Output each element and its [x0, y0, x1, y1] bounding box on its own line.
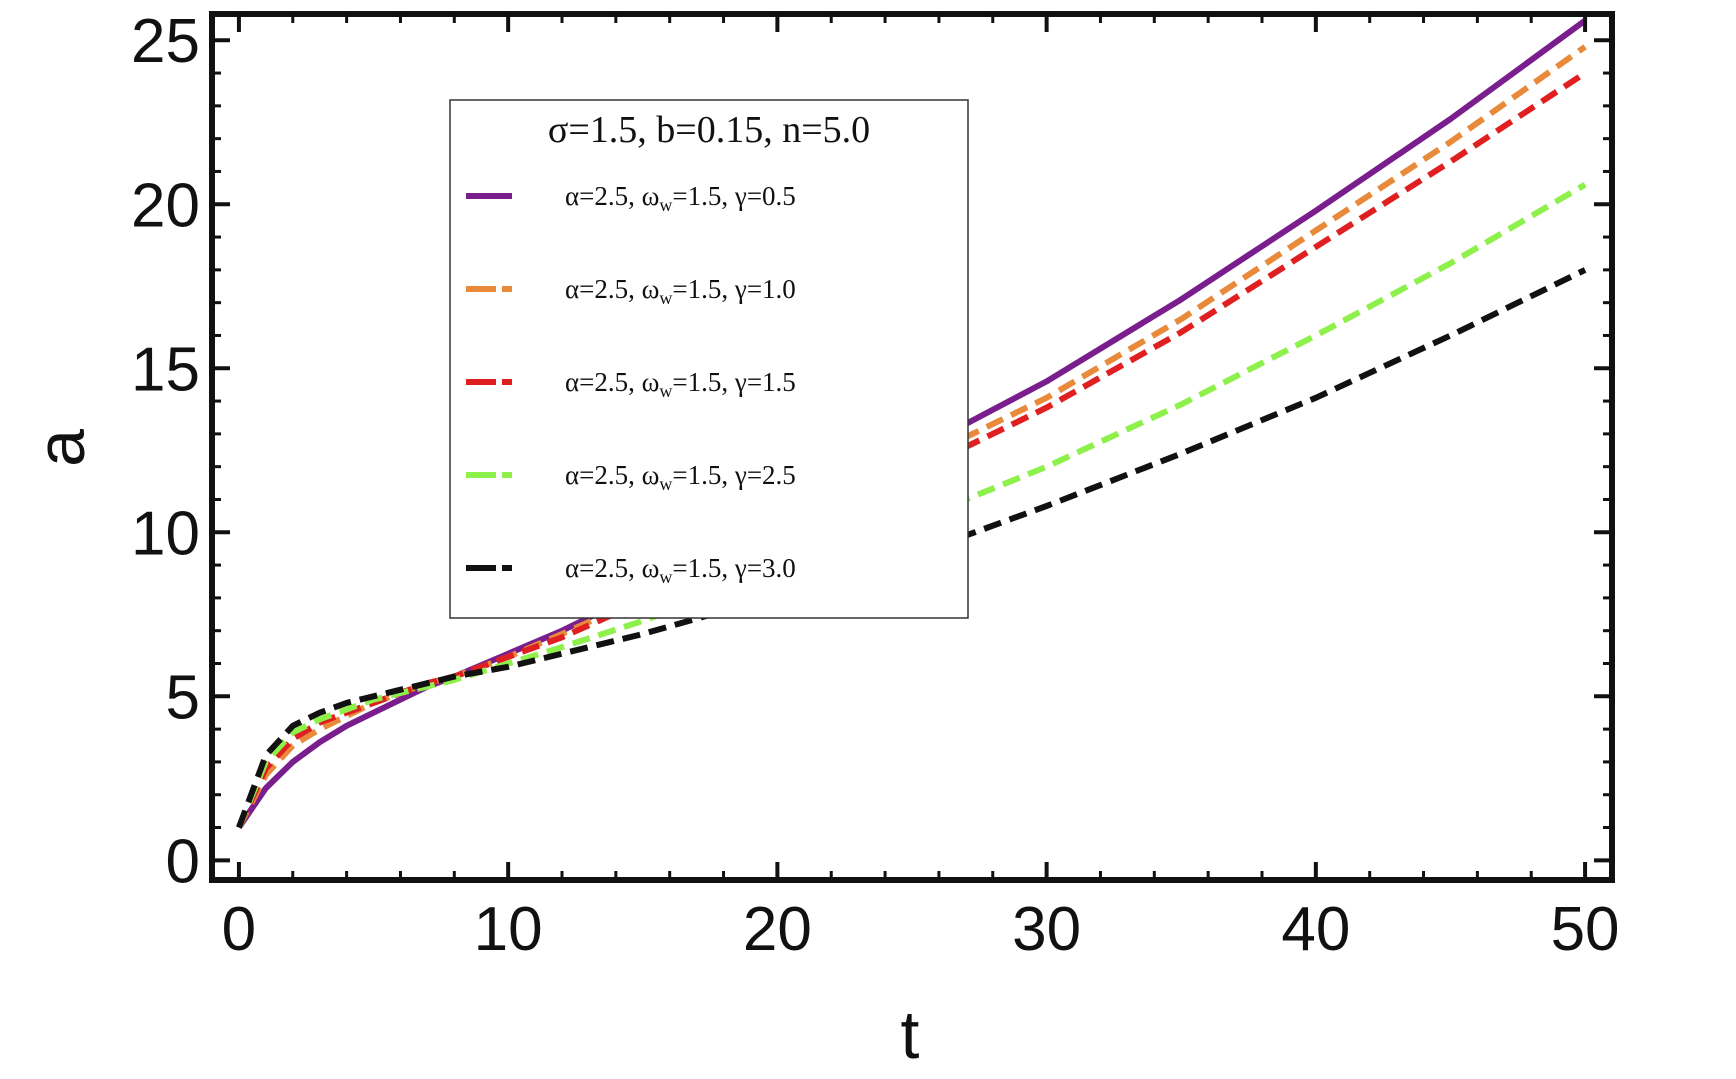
y-tick-label: 5 — [166, 663, 200, 732]
series-line-1 — [236, 18, 1587, 830]
x-tick-label: 40 — [1281, 895, 1350, 964]
x-tick-label: 10 — [474, 895, 543, 964]
legend: σ=1.5, b=0.15, n=5.0 α=2.5, ωw=1.5, γ=0.5… — [449, 99, 969, 619]
legend-label: α=2.5, ωw=1.5, γ=1.5 — [565, 367, 796, 401]
y-tick-label: 20 — [131, 171, 200, 240]
legend-label: α=2.5, ωw=1.5, γ=1.0 — [565, 274, 796, 308]
x-tick-label: 50 — [1551, 895, 1620, 964]
x-tick-label: 30 — [1012, 895, 1081, 964]
tick-layer: 0 10 20 30 40 50 0 5 10 15 20 25 — [131, 7, 1620, 964]
series-line-4 — [236, 182, 1587, 829]
y-tick-label: 15 — [131, 335, 200, 404]
legend-box — [449, 99, 969, 619]
series-line-2 — [236, 44, 1587, 829]
x-tick-label: 0 — [222, 895, 256, 964]
plot-frame — [209, 11, 1615, 883]
series-layer — [236, 18, 1587, 830]
y-axis-title: a — [23, 429, 99, 467]
y-tick-label: 0 — [166, 827, 200, 896]
y-tick-label: 10 — [131, 499, 200, 568]
series-line-5 — [236, 267, 1587, 829]
y-tick-label: 25 — [131, 7, 200, 76]
series-line-3 — [236, 70, 1587, 829]
frame-layer — [209, 11, 1615, 883]
x-axis-title: t — [901, 997, 920, 1073]
legend-title: σ=1.5, b=0.15, n=5.0 — [548, 109, 870, 151]
legend-label: α=2.5, ωw=1.5, γ=3.0 — [565, 553, 796, 587]
legend-label: α=2.5, ωw=1.5, γ=0.5 — [565, 181, 796, 215]
legend-label: α=2.5, ωw=1.5, γ=2.5 — [565, 460, 796, 494]
x-tick-label: 20 — [743, 895, 812, 964]
